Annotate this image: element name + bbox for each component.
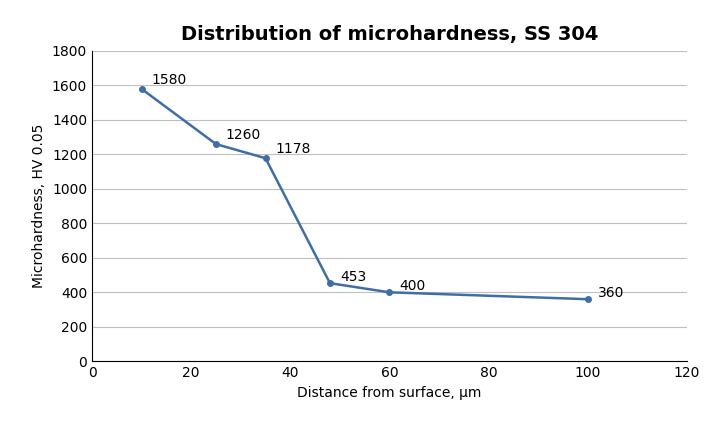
Text: 1178: 1178 xyxy=(275,142,311,156)
Text: 360: 360 xyxy=(598,286,624,300)
X-axis label: Distance from surface, μm: Distance from surface, μm xyxy=(297,385,481,400)
Text: 1260: 1260 xyxy=(226,128,261,142)
Text: 453: 453 xyxy=(340,269,366,283)
Y-axis label: Microhardness, HV 0.05: Microhardness, HV 0.05 xyxy=(33,124,46,288)
Text: 400: 400 xyxy=(399,279,426,293)
Title: Distribution of microhardness, SS 304: Distribution of microhardness, SS 304 xyxy=(181,25,598,44)
Text: 1580: 1580 xyxy=(152,73,187,87)
